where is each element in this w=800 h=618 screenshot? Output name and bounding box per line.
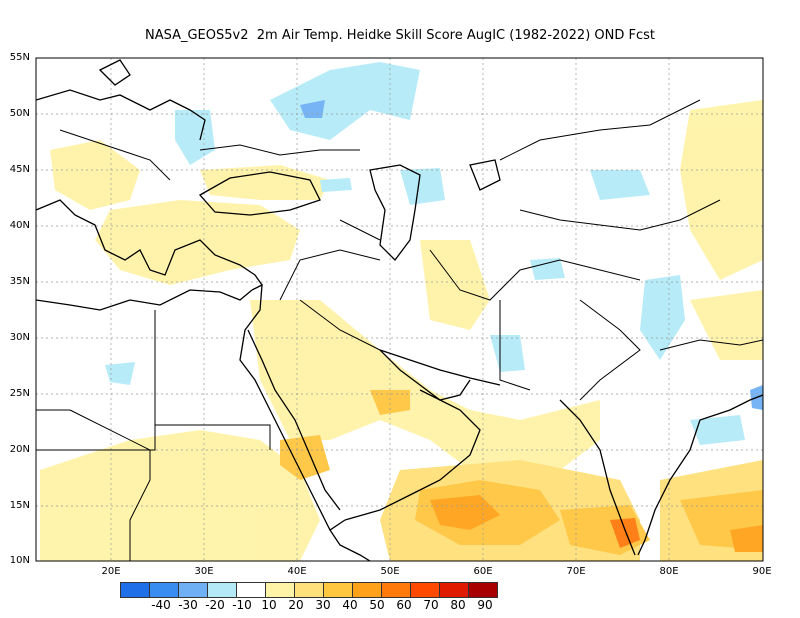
colorbar-swatch	[207, 582, 237, 598]
lon-label: 30E	[194, 566, 214, 577]
lat-label: 35N	[9, 276, 30, 287]
map-frame	[35, 57, 764, 562]
colorbar-label: 60	[396, 598, 412, 612]
colorbar-swatch	[468, 582, 498, 598]
colorbar-swatch	[149, 582, 179, 598]
colorbar-label: -30	[178, 598, 198, 612]
colorbar-swatch	[236, 582, 266, 598]
colorbar-swatch	[439, 582, 469, 598]
colorbar-label: 80	[450, 598, 466, 612]
colorbar-swatch	[352, 582, 382, 598]
lon-label: 80E	[659, 566, 679, 577]
colorbar-label: 40	[342, 598, 358, 612]
colorbar	[120, 582, 498, 598]
colorbar-label: 30	[315, 598, 331, 612]
lat-label: 10N	[9, 555, 30, 566]
lat-label: 50N	[9, 108, 30, 119]
lat-label: 30N	[9, 332, 30, 343]
coastlines	[36, 59, 763, 561]
colorbar-swatch	[265, 582, 295, 598]
colorbar-swatch	[120, 582, 150, 598]
lon-label: 90E	[752, 566, 772, 577]
lat-label: 20N	[9, 444, 30, 455]
lat-label: 40N	[9, 220, 30, 231]
colorbar-label: -40	[151, 598, 171, 612]
lon-label: 50E	[380, 566, 400, 577]
borders	[36, 99, 763, 561]
colorbar-swatch	[178, 582, 208, 598]
colorbar-swatch	[410, 582, 440, 598]
lon-label: 70E	[566, 566, 586, 577]
colorbar-label: -10	[232, 598, 252, 612]
colorbar-swatch	[294, 582, 324, 598]
map-title: NASA_GEOS5v2 2m Air Temp. Heidke Skill S…	[144, 28, 655, 43]
colorbar-swatch	[323, 582, 353, 598]
lon-label: 20E	[101, 566, 121, 577]
map-plot-area	[36, 58, 763, 561]
lat-label: 45N	[9, 164, 30, 175]
colorbar-label: -20	[205, 598, 225, 612]
colorbar-label: 50	[369, 598, 385, 612]
lat-label: 55N	[9, 52, 30, 63]
gridlines	[36, 58, 763, 561]
lat-label: 15N	[9, 500, 30, 511]
lon-label: 40E	[287, 566, 307, 577]
colorbar-swatch	[381, 582, 411, 598]
colorbar-label: 70	[423, 598, 439, 612]
colorbar-label: 20	[288, 598, 304, 612]
lat-label: 25N	[9, 388, 30, 399]
lon-label: 60E	[473, 566, 493, 577]
colorbar-label: 10	[261, 598, 277, 612]
colorbar-label: 90	[477, 598, 493, 612]
